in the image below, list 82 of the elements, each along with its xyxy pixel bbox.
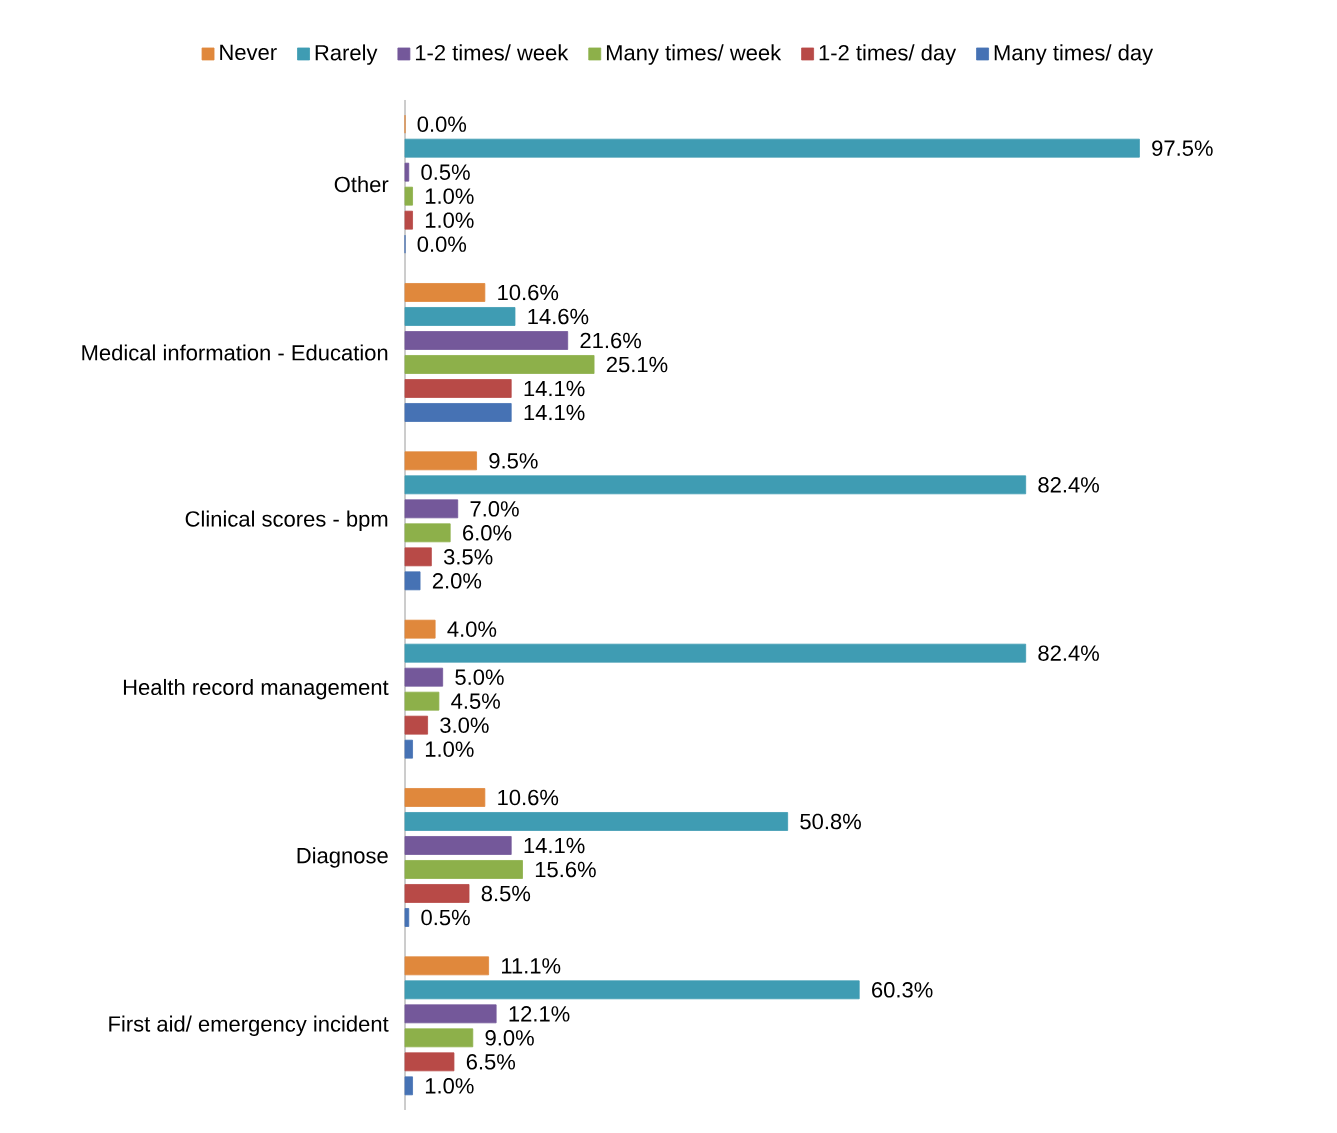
legend-label: 1-2 times/ day [819, 44, 957, 65]
bar [404, 307, 516, 326]
y-tick-label: Health record management [123, 678, 389, 700]
bar [404, 1052, 455, 1072]
bar [404, 499, 459, 519]
data-label: 25.1% [606, 356, 668, 373]
bar [404, 138, 1140, 158]
bar [404, 788, 486, 807]
bar [404, 715, 428, 735]
data-label: 14.6% [528, 308, 589, 325]
bar [404, 547, 432, 567]
data-label: 0.0% [417, 116, 467, 132]
y-tick-label: First aid/ emergency incident [109, 1015, 389, 1037]
data-label: 1.0% [425, 212, 474, 228]
data-label: 0.5% [421, 909, 470, 926]
data-label: 14.1% [524, 380, 585, 397]
data-label: 1.0% [425, 741, 474, 757]
bar [404, 1028, 474, 1048]
y-tick-label: Other [334, 176, 389, 193]
data-label: 14.1% [524, 837, 585, 854]
data-label: 1.0% [425, 1078, 474, 1094]
data-label: 9.0% [485, 1030, 534, 1046]
data-label: 97.5% [1152, 140, 1213, 156]
bar [404, 980, 860, 1000]
bar [404, 691, 440, 711]
data-label: 1.0% [425, 188, 474, 204]
bar [404, 283, 486, 302]
data-label: 6.5% [466, 1054, 516, 1070]
y-tick-label: Clinical scores - bpm [185, 510, 388, 532]
data-label: 3.5% [443, 549, 493, 565]
bar [404, 667, 444, 687]
data-label: 0.5% [421, 164, 470, 180]
bar [404, 355, 595, 374]
data-label: 6.0% [463, 525, 512, 541]
bar [404, 523, 451, 543]
data-label: 4.0% [447, 621, 497, 637]
data-label: 10.6% [498, 284, 559, 301]
legend-label: Many times/ week [606, 44, 782, 65]
data-label: 4.5% [451, 693, 500, 709]
data-label: 15.6% [535, 861, 596, 878]
data-label: 5.0% [455, 669, 504, 685]
bar [404, 908, 410, 927]
y-tick-label: Medical information - Education [82, 344, 388, 361]
data-label: 82.4% [1038, 645, 1099, 661]
bar [404, 739, 413, 759]
data-label: 21.6% [580, 332, 642, 349]
data-label: 0.0% [417, 236, 467, 252]
data-label: 60.3% [872, 982, 933, 998]
bar [404, 1004, 497, 1024]
data-label: 7.0% [470, 501, 519, 517]
bar [404, 836, 512, 855]
legend-label: Many times/ day [994, 44, 1154, 65]
bar [404, 860, 523, 879]
legend-label: 1-2 times/ week [415, 44, 569, 61]
data-label: 82.4% [1038, 477, 1099, 493]
data-label: 11.1% [502, 958, 561, 974]
bar [404, 451, 477, 471]
legend-label: Rarely [315, 44, 378, 65]
bar [404, 186, 413, 206]
bar [404, 812, 789, 831]
bar [404, 884, 470, 903]
data-label: 9.5% [489, 453, 538, 469]
bar [404, 379, 512, 398]
bar [404, 162, 410, 182]
data-label: 14.1% [524, 404, 585, 421]
data-label: 10.6% [498, 789, 559, 806]
bar [404, 403, 512, 422]
bar [404, 571, 421, 591]
bar [404, 643, 1027, 663]
bar [404, 331, 569, 350]
bar [404, 956, 490, 976]
y-tick-label: Diagnose [297, 847, 388, 868]
data-label: 2.0% [432, 573, 482, 589]
bar [404, 1076, 413, 1096]
data-label: 12.1% [509, 1006, 570, 1022]
bar [404, 475, 1027, 495]
bar [404, 619, 436, 639]
legend-label: Never [220, 44, 277, 61]
bar [404, 210, 413, 230]
data-label: 3.0% [440, 717, 489, 733]
data-label: 50.8% [800, 813, 861, 830]
data-label: 8.5% [481, 885, 531, 902]
